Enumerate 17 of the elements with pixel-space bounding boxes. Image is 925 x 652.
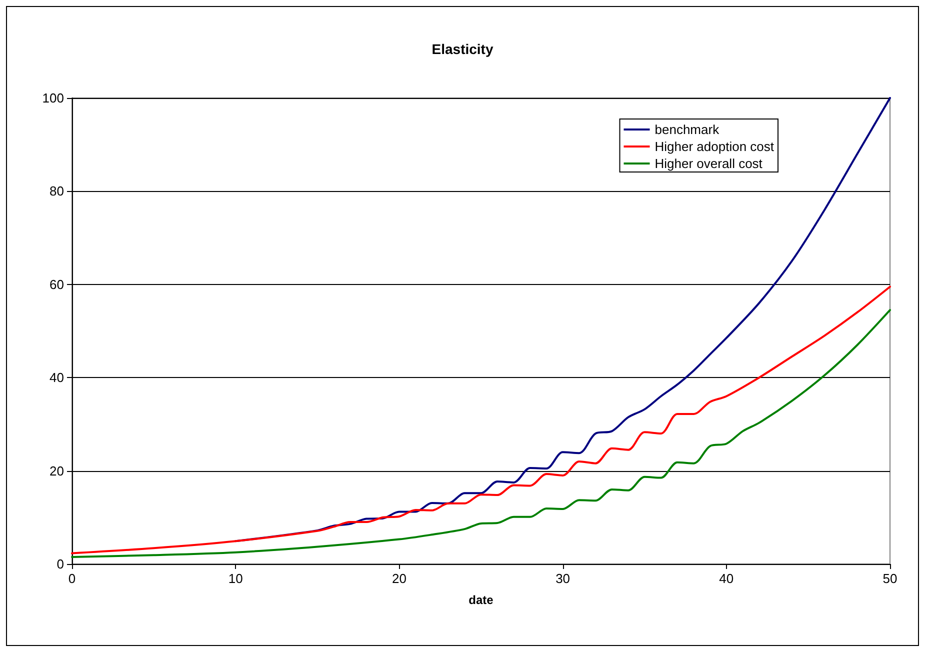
x-tick-label: 30 [556,571,570,586]
legend-label: Higher overall cost [654,156,763,171]
chart-title: Elasticity [432,41,494,57]
x-tick-label: 50 [882,571,898,586]
x-tick-label: 10 [228,571,243,586]
legend-label: benchmark [654,122,720,137]
y-tick-label: 20 [50,463,64,478]
y-tick-label: 60 [50,276,64,292]
x-axis-title: date [468,593,494,607]
legend-label: Higher adoption cost [654,139,774,154]
x-tick-label: 20 [392,571,406,586]
y-tick-label: 0 [56,556,64,572]
y-tick-label: 80 [50,184,64,199]
x-tick-label: 40 [719,571,734,586]
y-tick-label: 40 [50,370,64,386]
y-tick-label: 100 [42,90,64,106]
x-tick-label: 0 [68,571,76,586]
